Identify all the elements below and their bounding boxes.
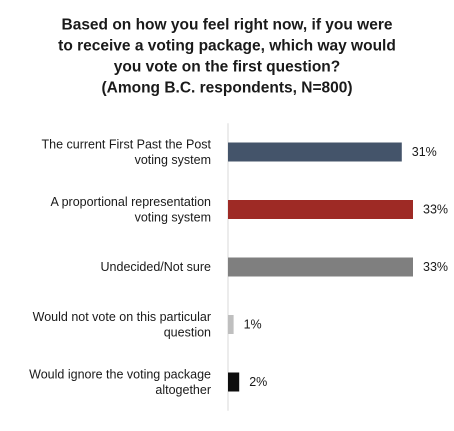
category-label-4-line-1: Would not vote on this particular bbox=[33, 310, 211, 324]
bars bbox=[228, 142, 413, 392]
category-label-5-line-1: Would ignore the voting package bbox=[29, 367, 211, 381]
category-label-1-line-2: voting system bbox=[135, 153, 211, 167]
category-label-5-line-2: altogether bbox=[155, 383, 211, 397]
category-label-1-line-1: The current First Past the Post bbox=[41, 137, 211, 151]
value-label-3: 33% bbox=[423, 260, 448, 274]
bar-5 bbox=[228, 372, 240, 392]
category-labels: The current First Past the Post voting sy… bbox=[29, 137, 211, 397]
value-label-2: 33% bbox=[423, 203, 448, 217]
value-label-4: 1% bbox=[244, 318, 262, 332]
category-label-2-line-1: A proportional representation bbox=[50, 195, 211, 209]
category-label-3: Undecided/Not sure bbox=[101, 260, 212, 274]
value-label-5: 2% bbox=[249, 375, 267, 389]
chart-title-line-2: to receive a voting package, which way w… bbox=[58, 38, 396, 55]
chart-title-line-4: (Among B.C. respondents, N=800) bbox=[101, 80, 352, 97]
bar-3 bbox=[228, 257, 413, 277]
chart-title-line-1: Based on how you feel right now, if you … bbox=[62, 17, 393, 34]
chart-title: Based on how you feel right now, if you … bbox=[58, 17, 396, 97]
value-label-1: 31% bbox=[412, 145, 437, 159]
value-labels: 31% 33% 33% 1% 2% bbox=[244, 145, 448, 389]
bar-2 bbox=[228, 200, 413, 219]
bar-4 bbox=[228, 315, 234, 334]
bar-1 bbox=[228, 142, 402, 162]
category-label-2-line-2: voting system bbox=[135, 210, 211, 224]
category-label-4-line-2: question bbox=[164, 325, 211, 339]
chart-title-line-3: you vote on the first question? bbox=[114, 59, 340, 76]
